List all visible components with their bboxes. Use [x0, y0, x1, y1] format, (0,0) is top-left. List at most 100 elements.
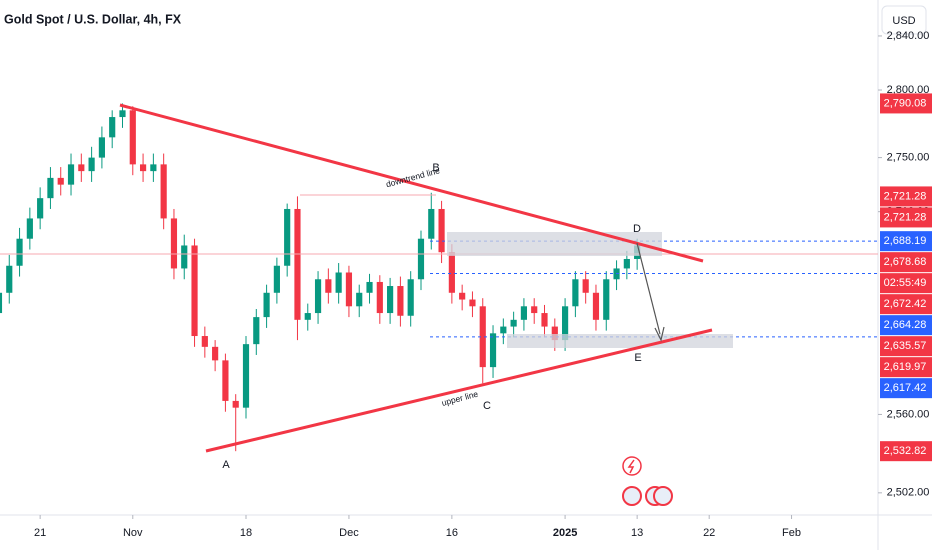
event-icon-glyph: [627, 459, 635, 474]
x-tick-label: 22: [703, 527, 715, 539]
annotation: C: [483, 400, 491, 412]
event-icon[interactable]: [622, 486, 642, 506]
price-label: 2,672.42: [884, 298, 927, 310]
candle-body: [469, 299, 476, 307]
candle-body: [16, 238, 23, 266]
candle-body: [150, 164, 157, 172]
price-label-box: [880, 315, 932, 336]
x-tick-label: 21: [34, 527, 46, 539]
arrow-head: [654, 326, 665, 342]
trend-line: [205, 328, 713, 453]
candle-body: [397, 286, 404, 316]
candle-body: [489, 333, 497, 368]
candle-body: [531, 306, 538, 314]
price-label-box: [880, 207, 932, 228]
candle-body: [417, 238, 425, 280]
price-label-box: [880, 441, 932, 462]
candle-body: [212, 346, 219, 361]
annotation: D: [633, 223, 641, 235]
event-icon[interactable]: [622, 456, 642, 476]
candle-body: [479, 306, 486, 368]
candle-body: [67, 164, 75, 185]
candle-body: [0, 292, 3, 314]
candle-body: [284, 208, 291, 266]
candle-body: [407, 279, 414, 316]
price-label-box: [880, 294, 932, 315]
candle-body: [314, 279, 322, 314]
candle-body: [26, 218, 33, 239]
candle-body: [98, 137, 105, 158]
candle-body: [304, 313, 311, 320]
annotation: A: [222, 459, 230, 471]
price-label-box: [880, 231, 932, 252]
countdown-box: [880, 273, 932, 294]
y-tick-label: 2,502.00: [887, 487, 930, 499]
candle-body: [273, 265, 280, 293]
candle-body: [592, 292, 600, 320]
candle-body: [37, 198, 44, 219]
candle-body: [500, 326, 507, 334]
candle-body: [253, 317, 260, 345]
x-tick-label: 16: [446, 527, 458, 539]
price-label-box: [880, 186, 932, 207]
candle-body: [109, 117, 116, 138]
price-label: 2,635.57: [884, 340, 927, 352]
price-label: 2,619.97: [884, 361, 927, 373]
candle-body: [232, 400, 239, 408]
annotation: B: [432, 162, 439, 174]
candle-body: [201, 336, 208, 347]
candle-body: [6, 265, 13, 293]
zone-rect: [447, 232, 662, 256]
candle-body: [366, 281, 373, 293]
candle-body: [47, 177, 54, 199]
annotation: E: [634, 352, 641, 364]
price-label: 2,688.19: [884, 235, 927, 247]
candle-body: [170, 218, 178, 269]
y-tick-label: 2,800.00: [887, 84, 930, 96]
candle-body: [387, 286, 394, 314]
candle-body: [376, 281, 383, 314]
price-label: 2,721.28: [884, 190, 927, 202]
y-tick-label: 2,840.00: [887, 30, 930, 42]
candle-body: [181, 245, 188, 269]
candle-body: [459, 292, 466, 300]
candle-body: [191, 245, 198, 337]
candle-body: [88, 157, 95, 172]
candle-body: [448, 252, 455, 293]
countdown: 02:55:49: [884, 277, 927, 289]
zone-rect: [507, 334, 733, 348]
x-tick-label: 13: [631, 527, 643, 539]
candle-body: [139, 164, 147, 172]
price-label: 2,721.28: [884, 211, 927, 223]
candle-body: [428, 208, 435, 239]
x-tick-label: Dec: [339, 527, 359, 539]
candle-body: [345, 272, 353, 307]
price-label-box: [880, 336, 932, 357]
y-tick-label: 2,750.00: [887, 152, 930, 164]
candle-body: [562, 306, 569, 341]
candle-body: [263, 292, 270, 318]
candle-body: [335, 272, 342, 293]
chart-title: Gold Spot / U.S. Dollar, 4h, FX: [4, 12, 182, 26]
arrow-line: [636, 242, 661, 335]
price-label: 2,532.82: [884, 445, 927, 457]
x-tick-label: 18: [240, 527, 252, 539]
candle-body: [294, 208, 301, 320]
price-label: 2,790.08: [884, 97, 927, 109]
candle-body: [356, 292, 363, 307]
candle-body: [57, 177, 64, 185]
price-label-box: [880, 378, 932, 399]
candle-body: [541, 313, 548, 327]
candle-body: [129, 110, 136, 165]
event-icon[interactable]: [653, 486, 673, 506]
x-tick-label: Nov: [123, 527, 143, 539]
candle-body: [572, 279, 579, 307]
price-label-box: [880, 252, 932, 273]
currency-label: USD: [892, 15, 915, 27]
candle-body: [78, 164, 85, 172]
candle-body: [325, 279, 332, 293]
candle-body: [582, 279, 589, 293]
currency-button[interactable]: [881, 5, 927, 35]
